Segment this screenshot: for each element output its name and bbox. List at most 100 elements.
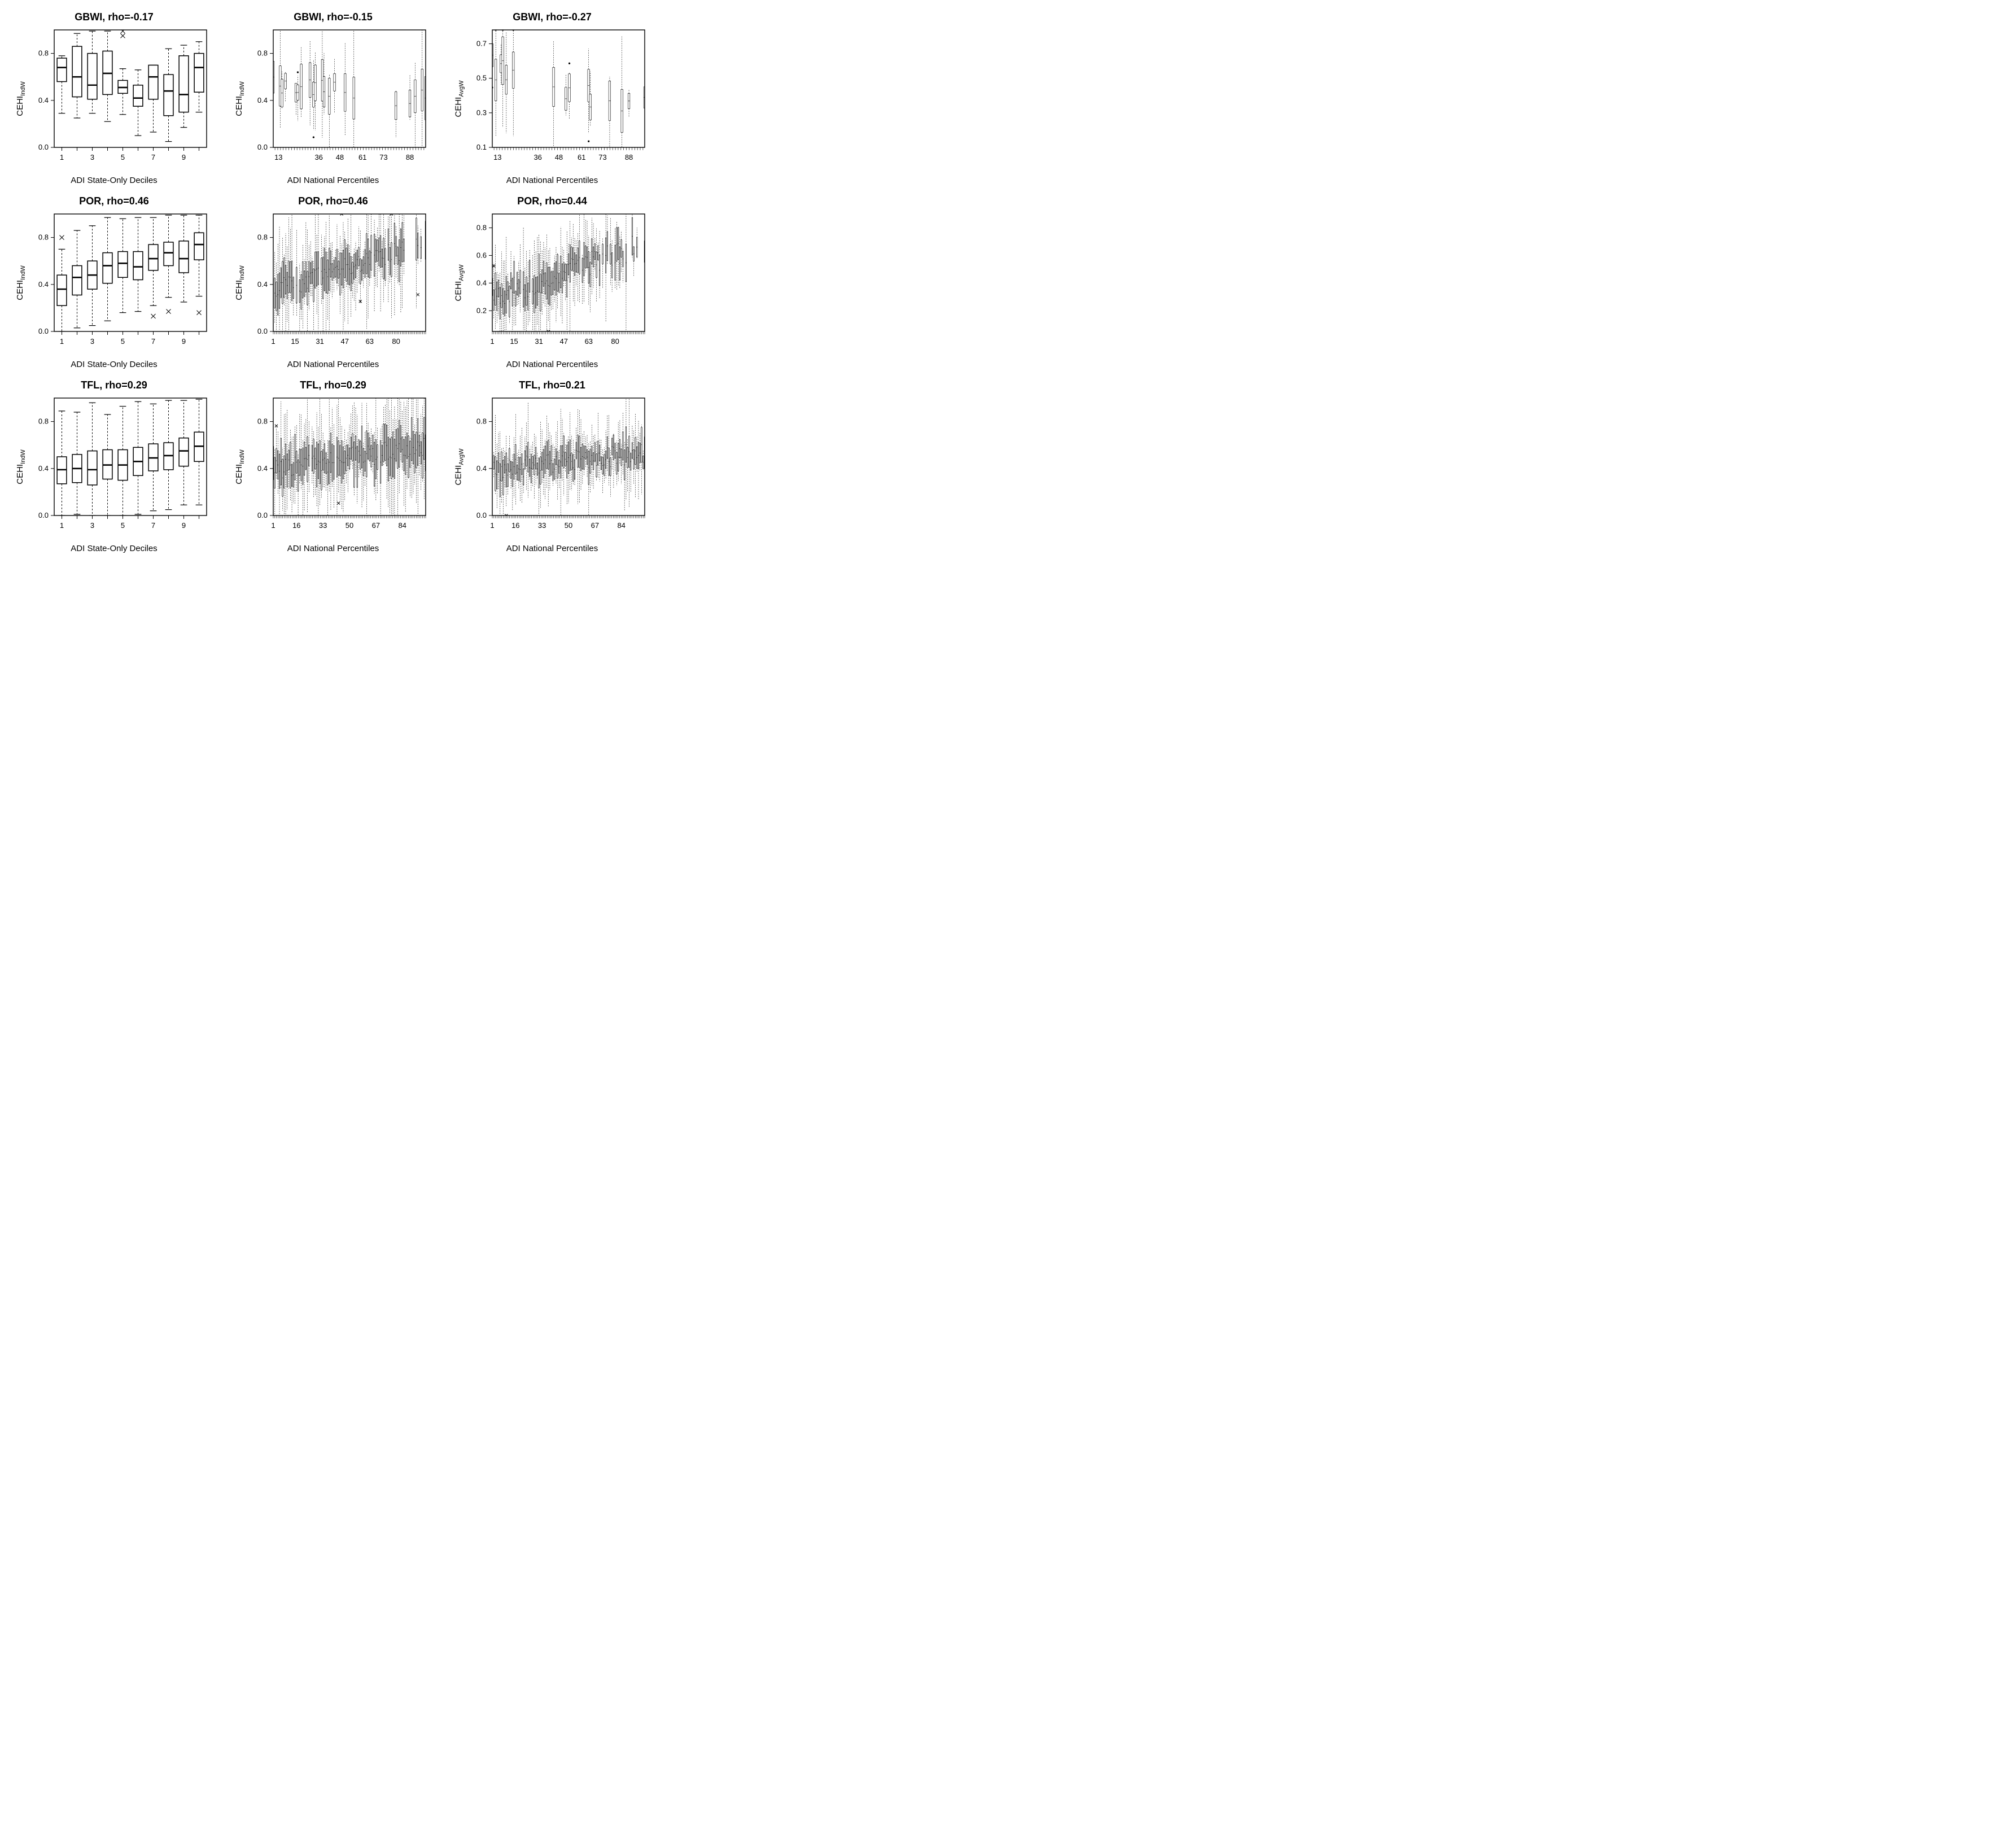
svg-text:15: 15 — [510, 337, 518, 346]
chart-panel-r3c3: TFL, rho=0.21CEHIAvgW0.00.40.81163350678… — [449, 379, 655, 553]
svg-text:1: 1 — [490, 521, 494, 530]
y-axis-label: CEHIIndW — [234, 81, 246, 116]
chart-panel-r1c3: GBWI, rho=-0.27CEHIAvgW0.10.30.50.713364… — [449, 11, 655, 185]
svg-text:84: 84 — [398, 521, 406, 530]
svg-text:31: 31 — [316, 337, 323, 346]
panel-title: TFL, rho=0.29 — [300, 379, 366, 391]
x-axis-label: ADI National Percentiles — [506, 360, 598, 369]
svg-text:0.4: 0.4 — [476, 464, 487, 473]
svg-text:88: 88 — [406, 153, 414, 161]
svg-text:33: 33 — [319, 521, 327, 530]
svg-text:1: 1 — [60, 521, 64, 530]
panel-title: GBWI, rho=-0.15 — [294, 11, 373, 23]
svg-text:3: 3 — [90, 337, 94, 346]
svg-text:0.8: 0.8 — [38, 233, 49, 242]
x-axis-label: ADI State-Only Deciles — [71, 360, 157, 369]
svg-text:48: 48 — [336, 153, 344, 161]
svg-text:50: 50 — [346, 521, 353, 530]
svg-text:63: 63 — [366, 337, 374, 346]
svg-text:1: 1 — [60, 153, 64, 161]
svg-text:0.8: 0.8 — [257, 233, 268, 242]
svg-text:0.8: 0.8 — [38, 417, 49, 426]
svg-text:0.6: 0.6 — [476, 251, 487, 259]
svg-text:0.4: 0.4 — [38, 280, 49, 289]
svg-text:0.1: 0.1 — [476, 143, 487, 151]
svg-text:1: 1 — [490, 337, 494, 346]
chart-plot: 0.0 0.4 0.8 13 36 48 61 73 88 — [246, 25, 432, 172]
svg-text:0.8: 0.8 — [257, 49, 268, 58]
x-axis-label: ADI State-Only Deciles — [71, 544, 157, 553]
svg-text:3: 3 — [90, 521, 94, 530]
svg-text:0.0: 0.0 — [38, 143, 49, 151]
y-axis-label: CEHIIndW — [15, 81, 27, 116]
panel-title: POR, rho=0.46 — [298, 195, 368, 207]
svg-text:67: 67 — [372, 521, 380, 530]
svg-text:84: 84 — [617, 521, 625, 530]
chart-panel-r3c2: TFL, rho=0.29CEHIIndW0.00.40.81163350678… — [230, 379, 436, 553]
svg-text:0.4: 0.4 — [476, 278, 487, 287]
y-axis-label: CEHIIndW — [234, 449, 246, 484]
chart-panel-r3c1: TFL, rho=0.29CEHIIndW0.00.40.813579ADI S… — [11, 379, 217, 553]
svg-text:61: 61 — [578, 153, 585, 161]
panel-title: TFL, rho=0.29 — [81, 379, 147, 391]
x-axis-label: ADI National Percentiles — [287, 176, 379, 185]
svg-text:5: 5 — [121, 337, 125, 346]
svg-text:61: 61 — [358, 153, 366, 161]
svg-text:0.0: 0.0 — [38, 327, 49, 335]
panel-title: POR, rho=0.46 — [79, 195, 149, 207]
svg-text:1: 1 — [271, 337, 275, 346]
svg-text:16: 16 — [511, 521, 519, 530]
svg-text:9: 9 — [182, 337, 186, 346]
chart-plot: 0.20.40.60.811531476380 — [465, 209, 651, 356]
panel-title: GBWI, rho=-0.17 — [75, 11, 154, 23]
svg-text:0.8: 0.8 — [476, 417, 487, 426]
x-axis-label: ADI National Percentiles — [287, 360, 379, 369]
svg-text:80: 80 — [392, 337, 400, 346]
svg-text:47: 47 — [560, 337, 568, 346]
y-axis-label: CEHIAvgW — [453, 265, 465, 302]
svg-text:31: 31 — [535, 337, 543, 346]
x-axis-label: ADI National Percentiles — [506, 176, 598, 185]
chart-plot: 0.00.40.811531476380 — [246, 209, 432, 356]
svg-text:7: 7 — [151, 337, 155, 346]
chart-panel-r1c1: GBWI, rho=-0.17CEHIIndW0.00.40.813579ADI… — [11, 11, 217, 185]
svg-text:0.4: 0.4 — [257, 96, 268, 104]
svg-text:48: 48 — [555, 153, 563, 161]
svg-text:0.0: 0.0 — [257, 143, 268, 151]
svg-text:88: 88 — [625, 153, 633, 161]
svg-text:0.8: 0.8 — [476, 223, 487, 231]
chart-plot: 0.00.40.813579 — [27, 209, 213, 356]
svg-text:36: 36 — [314, 153, 322, 161]
svg-text:0.5: 0.5 — [476, 74, 487, 82]
svg-text:5: 5 — [121, 153, 125, 161]
chart-panel-r2c3: POR, rho=0.44CEHIAvgW0.20.40.60.81153147… — [449, 195, 655, 369]
chart-panel-r2c2: POR, rho=0.46CEHIIndW0.00.40.81153147638… — [230, 195, 436, 369]
svg-text:73: 73 — [598, 153, 606, 161]
svg-text:63: 63 — [585, 337, 593, 346]
svg-text:9: 9 — [182, 153, 186, 161]
svg-text:13: 13 — [274, 153, 282, 161]
svg-text:36: 36 — [533, 153, 541, 161]
y-axis-label: CEHIIndW — [15, 265, 27, 300]
svg-text:0.8: 0.8 — [38, 49, 49, 58]
x-axis-label: ADI National Percentiles — [287, 544, 379, 553]
svg-text:16: 16 — [292, 521, 300, 530]
svg-text:47: 47 — [341, 337, 349, 346]
svg-text:50: 50 — [565, 521, 572, 530]
svg-text:0.0: 0.0 — [38, 511, 49, 519]
svg-text:0.4: 0.4 — [38, 96, 49, 104]
svg-text:73: 73 — [379, 153, 387, 161]
panel-grid: GBWI, rho=-0.17CEHIIndW0.00.40.813579ADI… — [11, 11, 655, 553]
svg-text:0.7: 0.7 — [476, 39, 487, 47]
svg-text:9: 9 — [182, 521, 186, 530]
chart-panel-r2c1: POR, rho=0.46CEHIIndW0.00.40.813579ADI S… — [11, 195, 217, 369]
svg-text:0.4: 0.4 — [257, 464, 268, 473]
chart-plot: 0.00.40.813579 — [27, 394, 213, 540]
svg-text:0.4: 0.4 — [38, 464, 49, 473]
chart-plot: 0.10.30.50.7133648617388 — [465, 25, 651, 172]
y-axis-label: CEHIAvgW — [453, 81, 465, 117]
svg-text:1: 1 — [271, 521, 275, 530]
chart-plot: 0.00.40.811633506784 — [246, 394, 432, 540]
svg-text:0.4: 0.4 — [257, 280, 268, 289]
svg-text:13: 13 — [493, 153, 501, 161]
